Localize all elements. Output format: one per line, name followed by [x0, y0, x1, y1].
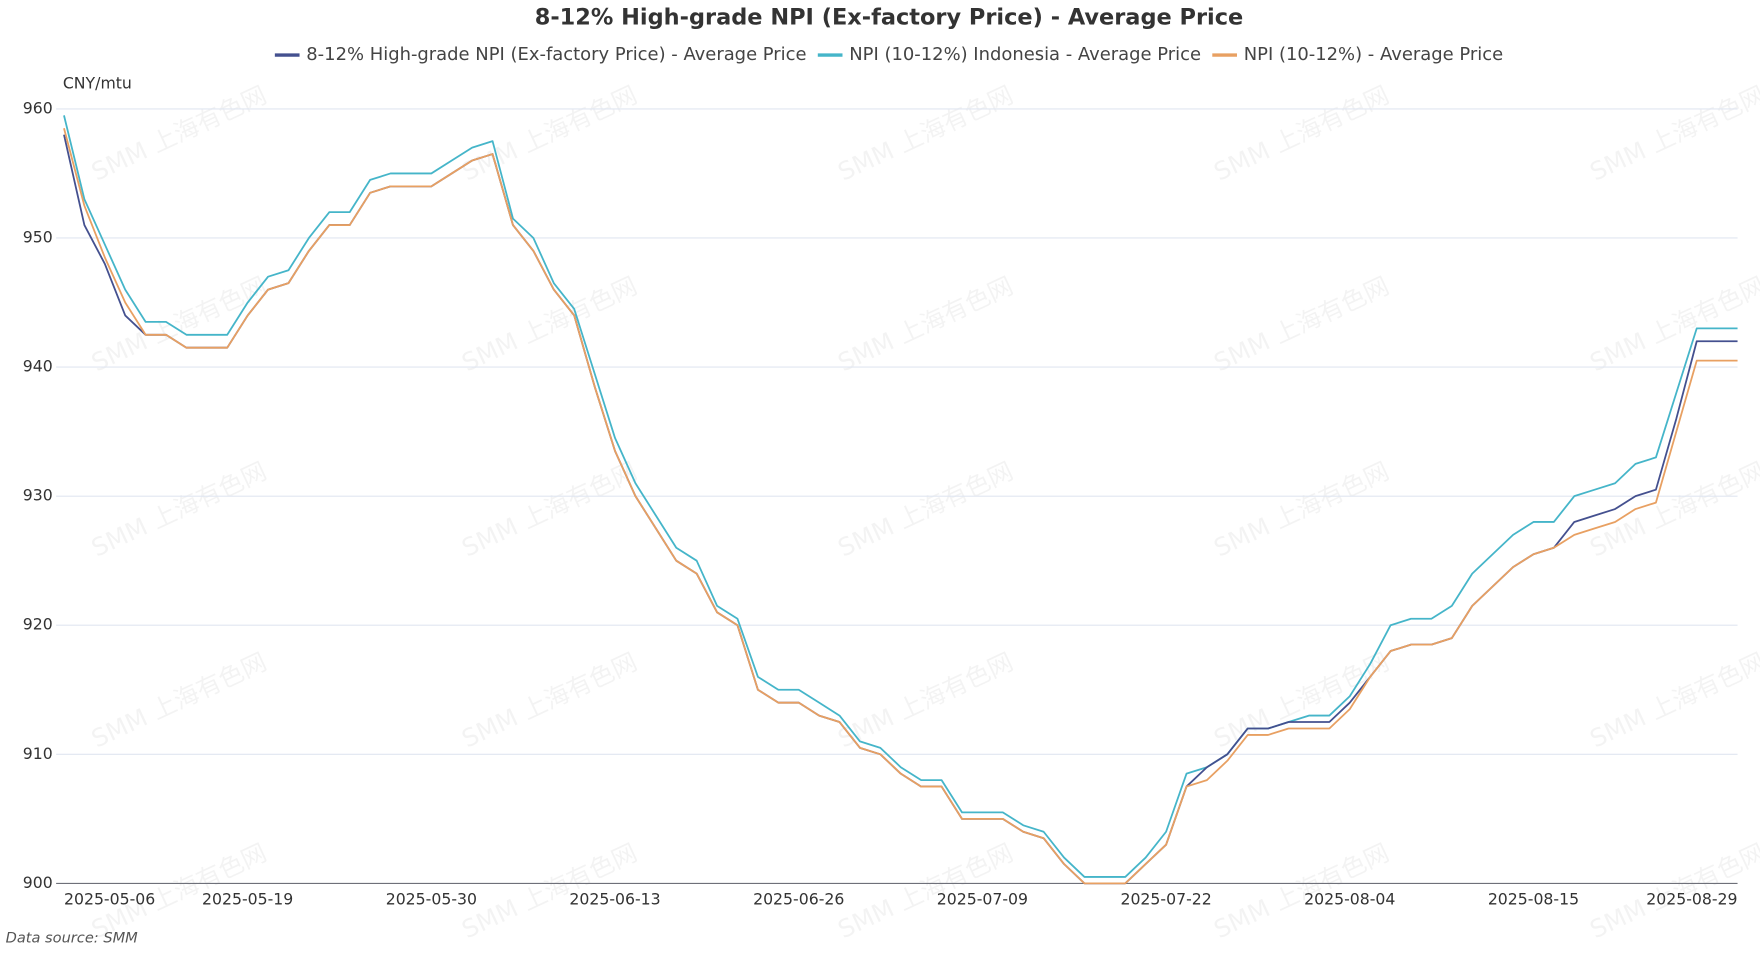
watermark: SMM 上海有色网: [457, 647, 641, 753]
legend-label: 8-12% High-grade NPI (Ex-factory Price) …: [306, 44, 806, 65]
watermark: SMM 上海有色网: [87, 80, 271, 186]
x-tick-label: 2025-05-30: [386, 890, 477, 909]
y-tick-label: 950: [23, 227, 53, 246]
watermark: SMM 上海有色网: [87, 456, 271, 562]
source-note: Data source: SMM: [6, 929, 139, 946]
x-tick-label: 2025-06-26: [753, 890, 844, 909]
watermark: SMM 上海有色网: [1209, 80, 1393, 186]
x-tick-label: 2025-05-19: [202, 890, 293, 909]
watermark: SMM 上海有色网: [1209, 456, 1393, 562]
y-axis-label: CNY/mtu: [63, 74, 132, 93]
watermark: SMM 上海有色网: [833, 647, 1017, 753]
watermark: SMM 上海有色网: [87, 647, 271, 753]
watermark: SMM 上海有色网: [833, 271, 1017, 377]
watermark: SMM 上海有色网: [1585, 80, 1760, 186]
x-tick-label: 2025-08-15: [1488, 890, 1579, 909]
line-series: [63, 115, 1738, 878]
watermarks: SMM 上海有色网 SMM 上海有色网 SMM 上海有色网 SMM 上海有色网 SMM …: [87, 80, 1760, 944]
watermark: SMM 上海有色网: [833, 456, 1017, 562]
watermark: SMM 上海有色网: [833, 80, 1017, 186]
x-tick-label: 2025-08-29: [1646, 890, 1737, 909]
legend: 8-12% High-grade NPI (Ex-factory Price) …: [274, 44, 1503, 65]
watermark: SMM 上海有色网: [457, 80, 641, 186]
x-tick-label: 2025-05-06: [64, 890, 155, 909]
y-tick-label: 920: [23, 615, 53, 634]
legend-item: 8-12% High-grade NPI (Ex-factory Price) …: [274, 44, 807, 65]
x-tick-label: 2025-07-22: [1120, 890, 1211, 909]
chart-title: 8-12% High-grade NPI (Ex-factory Price) …: [535, 4, 1244, 30]
watermark: SMM 上海有色网: [1209, 271, 1393, 377]
watermark: SMM 上海有色网: [1585, 647, 1760, 753]
x-tick-label: 2025-08-04: [1304, 890, 1395, 909]
legend-item: NPI (10-12%) - Average Price: [1212, 44, 1503, 65]
y-tick-label: 960: [23, 98, 53, 117]
watermark: SMM 上海有色网: [457, 271, 641, 377]
line-series: [63, 128, 1738, 885]
legend-label: NPI (10-12%) - Average Price: [1244, 44, 1503, 65]
x-tick-label: 2025-07-09: [937, 890, 1028, 909]
legend-item: NPI (10-12%) Indonesia - Average Price: [817, 44, 1201, 65]
x-tick-label: 2025-06-13: [569, 890, 660, 909]
y-tick-label: 910: [23, 744, 53, 763]
y-tick-label: 940: [23, 357, 53, 376]
legend-label: NPI (10-12%) Indonesia - Average Price: [849, 44, 1201, 65]
watermark: SMM 上海有色网: [1209, 647, 1393, 753]
y-tick-label: 930: [23, 486, 53, 505]
watermark: SMM 上海有色网: [457, 456, 641, 562]
y-tick-label: 900: [23, 873, 53, 892]
